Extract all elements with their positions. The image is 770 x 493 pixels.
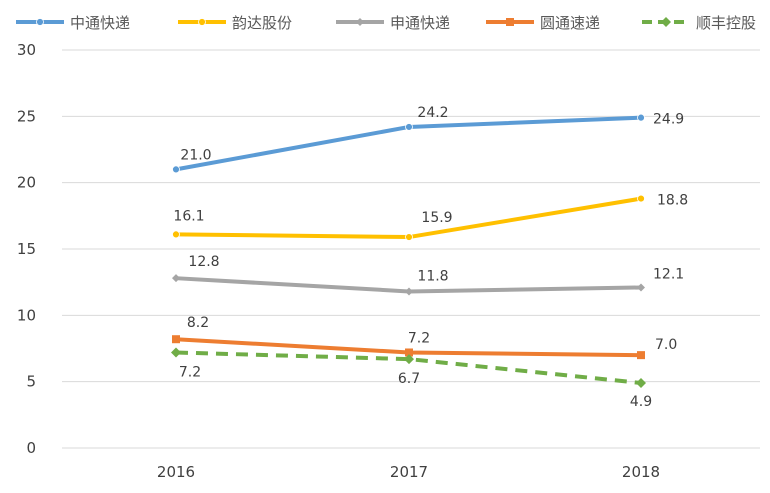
data-point: [637, 351, 645, 360]
data-point: [172, 165, 180, 174]
y-tick-label: 20: [17, 174, 36, 192]
legend-marker: [506, 18, 514, 26]
x-axis: 2016 2017 2018: [157, 463, 660, 481]
y-tick-label: 5: [26, 373, 36, 391]
legend-item: 圆通速递: [486, 14, 600, 32]
legend-marker: [661, 17, 671, 27]
data-point: [405, 348, 413, 357]
y-tick-label: 30: [17, 41, 36, 59]
data-label: 12.8: [188, 254, 219, 270]
legend-item: 韵达股份: [178, 14, 292, 32]
legend-item: 申通快递: [336, 14, 450, 32]
data-point: [405, 233, 413, 241]
legend-label: 韵达股份: [232, 14, 292, 32]
series-line: [175, 350, 642, 385]
data-point: [637, 113, 645, 122]
data-point: [636, 377, 646, 388]
data-point: [637, 283, 645, 292]
legend-marker: [356, 18, 364, 26]
data-label: 24.9: [653, 112, 684, 128]
data-point: [405, 287, 413, 296]
data-label: 7.0: [655, 337, 677, 353]
x-tick-label: 2018: [622, 463, 660, 481]
legend-marker: [36, 18, 44, 26]
data-point: [172, 230, 180, 239]
legend-item: 中通快递: [16, 14, 130, 32]
x-tick-label: 2016: [157, 463, 195, 481]
data-point: [172, 274, 180, 283]
data-point: [172, 335, 180, 344]
data-label: 11.8: [417, 268, 448, 284]
x-tick-label: 2017: [390, 463, 428, 481]
data-labels: 21.0 24.2 24.9 16.1 15.9 18.8 12.8 11.8 12.1 8.2 7…: [173, 105, 688, 410]
data-point: [637, 194, 645, 203]
data-label: 12.1: [653, 266, 684, 282]
data-point: [405, 123, 413, 131]
data-label: 7.2: [408, 330, 430, 346]
data-point: [404, 354, 414, 365]
legend-label: 顺丰控股: [696, 14, 756, 32]
legend-label: 中通快递: [70, 14, 130, 32]
gridlines: [62, 49, 760, 449]
data-label: 4.9: [630, 394, 652, 410]
series-group: [171, 113, 646, 388]
data-label: 16.1: [173, 208, 204, 224]
data-label: 18.8: [657, 193, 688, 209]
data-label: 8.2: [187, 315, 209, 331]
y-axis: 0 5 10 15 20 25 30: [17, 41, 36, 457]
legend: 中通快递 韵达股份 申通快递 圆通速递 顺丰控股: [16, 14, 756, 32]
legend-label: 圆通速递: [540, 14, 600, 32]
y-tick-label: 15: [17, 240, 36, 258]
data-label: 24.2: [417, 105, 448, 121]
data-label: 6.7: [398, 371, 420, 387]
legend-label: 申通快递: [390, 14, 450, 32]
legend-marker: [198, 18, 206, 26]
series-line: [174, 196, 643, 240]
data-label: 15.9: [421, 210, 452, 226]
data-label: 21.0: [180, 147, 211, 163]
data-label: 7.2: [179, 364, 201, 380]
y-tick-label: 0: [26, 439, 36, 457]
y-tick-label: 25: [17, 107, 36, 125]
legend-item: 顺丰控股: [642, 14, 756, 32]
data-point: [171, 347, 181, 358]
y-tick-label: 10: [17, 306, 36, 324]
